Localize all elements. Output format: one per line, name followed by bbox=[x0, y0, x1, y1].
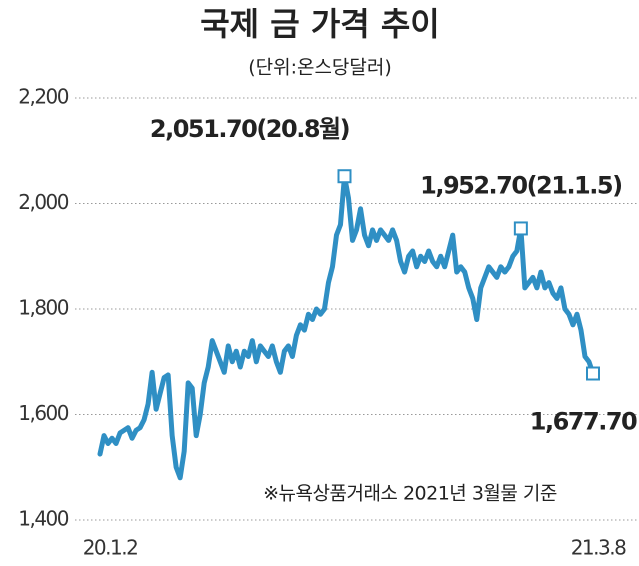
x-tick-label: 21.3.8 bbox=[571, 536, 626, 560]
peak-marker bbox=[586, 366, 600, 381]
chart-subtitle: (단위:온스당달러) bbox=[248, 57, 392, 79]
y-tick-label: 1,600 bbox=[18, 401, 69, 425]
y-tick-label: 1,800 bbox=[18, 296, 69, 320]
y-tick-label: 1,400 bbox=[18, 507, 69, 531]
note: ※뉴욕상품거래소 2021년 3월물 기준 bbox=[263, 483, 557, 505]
y-tick-label: 2,200 bbox=[18, 85, 69, 109]
y-tick-label: 2,000 bbox=[18, 190, 69, 214]
x-tick-label: 20.1.2 bbox=[83, 536, 138, 560]
annotation-label: 2,051.70(20.8월) bbox=[150, 115, 349, 143]
chart-title: 국제 금 가격 추이 bbox=[200, 5, 440, 43]
annotation-label: 1,952.70(21.1.5) bbox=[420, 171, 621, 199]
peak-marker bbox=[337, 169, 352, 184]
peak-marker bbox=[513, 221, 528, 236]
price-line bbox=[97, 173, 596, 481]
annotation-label: 1,677.70 bbox=[530, 408, 637, 436]
